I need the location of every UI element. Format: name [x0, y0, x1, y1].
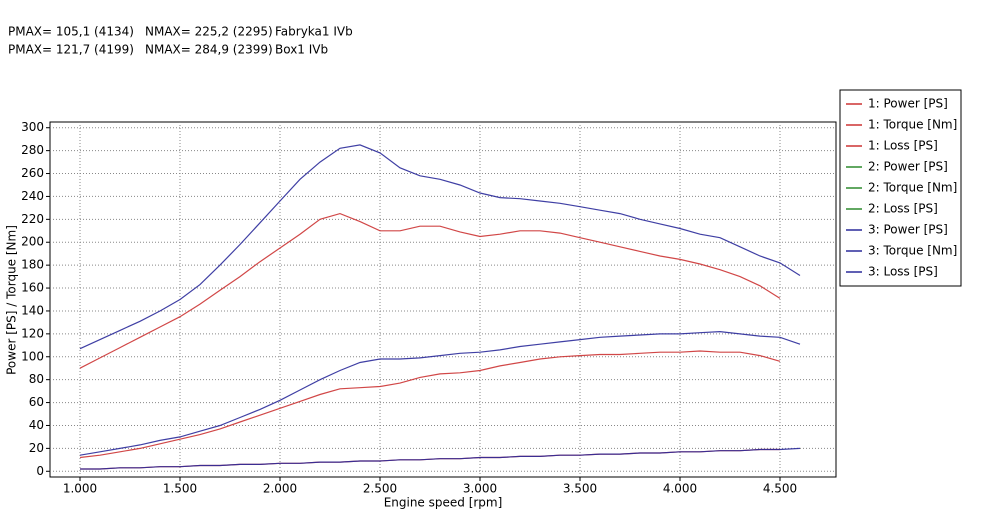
- x-tick-label: 4.500: [763, 482, 797, 496]
- legend-label: 1: Torque [Nm]: [868, 118, 957, 132]
- legend-label: 3: Torque [Nm]: [868, 244, 957, 258]
- y-tick-label: 100: [21, 349, 44, 363]
- x-tick-label: 4.000: [663, 482, 697, 496]
- header-text: NMAX= 225,2 (2295): [145, 25, 273, 39]
- y-tick-label: 300: [21, 120, 44, 134]
- legend-label: 1: Power [PS]: [868, 97, 948, 111]
- y-tick-label: 140: [21, 303, 44, 317]
- legend-label: 2: Power [PS]: [868, 160, 948, 174]
- header-text: Fabryka1 IVb: [275, 25, 353, 39]
- header-text: PMAX= 105,1 (4134): [8, 25, 134, 39]
- header-text: Box1 IVb: [275, 43, 328, 57]
- y-tick-label: 180: [21, 258, 44, 272]
- series-line: [79, 212, 781, 369]
- legend-label: 1: Loss [PS]: [868, 139, 938, 153]
- x-tick-label: 2.000: [263, 482, 297, 496]
- x-tick-label: 2.500: [363, 482, 397, 496]
- legend-label: 2: Torque [Nm]: [868, 181, 957, 195]
- x-tick-label: 3.500: [563, 482, 597, 496]
- series-line: [79, 330, 801, 456]
- y-tick-label: 120: [21, 326, 44, 340]
- plot-area: [49, 121, 837, 478]
- series-line: [80, 447, 801, 470]
- legend-label: 2: Loss [PS]: [868, 202, 938, 216]
- y-tick-label: 240: [21, 189, 44, 203]
- y-tick-label: 0: [36, 464, 44, 478]
- x-tick-label: 3.000: [463, 482, 497, 496]
- y-tick-label: 200: [21, 235, 44, 249]
- y-tick-label: 60: [29, 395, 44, 409]
- y-axis-label: Power [PS] / Torque [Nm]: [5, 225, 19, 375]
- header-text: PMAX= 121,7 (4199): [8, 43, 134, 57]
- y-tick-label: 220: [21, 212, 44, 226]
- x-tick-label: 1.000: [63, 482, 97, 496]
- x-tick-label: 1.500: [163, 482, 197, 496]
- series-line: [79, 144, 801, 350]
- y-tick-label: 20: [29, 441, 44, 455]
- y-tick-label: 40: [29, 418, 44, 432]
- y-tick-label: 80: [29, 372, 44, 386]
- legend-label: 3: Loss [PS]: [868, 265, 938, 279]
- y-tick-label: 260: [21, 166, 44, 180]
- header-text: NMAX= 284,9 (2399): [145, 43, 273, 57]
- y-tick-label: 280: [21, 143, 44, 157]
- legend-label: 3: Power [PS]: [868, 223, 948, 237]
- y-tick-label: 160: [21, 281, 44, 295]
- series-line: [79, 350, 781, 459]
- x-axis-label: Engine speed [rpm]: [384, 496, 503, 510]
